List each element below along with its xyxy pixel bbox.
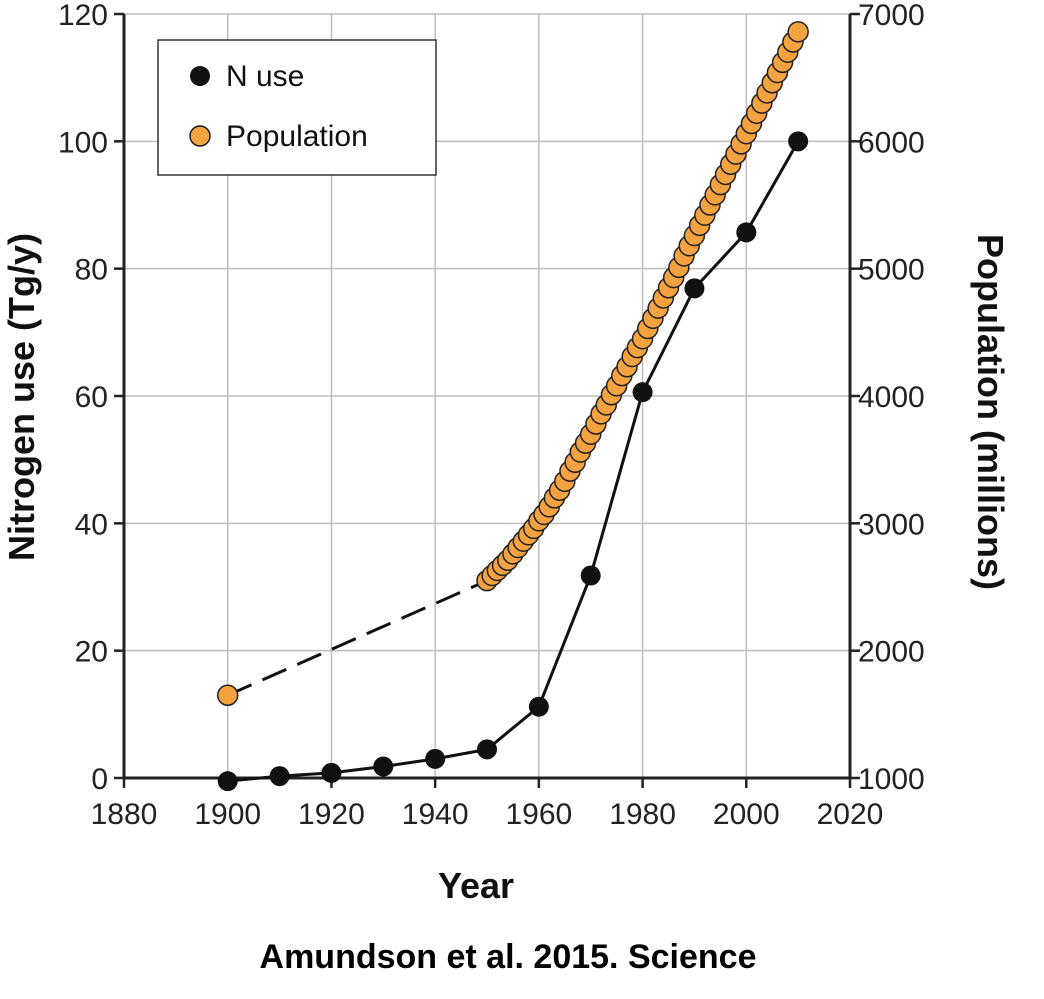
legend-label-n-use: N use: [226, 60, 304, 93]
point-population: [787, 21, 809, 43]
y-right-tick-label: 6000: [858, 126, 925, 159]
y-right-tick-label: 2000: [858, 636, 925, 669]
y-left-tick-label: 0: [91, 763, 108, 796]
y-left-axis-ticks: 0 20 40 60 80 100 120: [58, 0, 124, 796]
point-population: [216, 684, 239, 706]
point-n-use: [269, 766, 290, 787]
y-right-tick-label: 7000: [858, 0, 925, 32]
series-lines: [227, 140, 800, 783]
point-n-use: [580, 565, 601, 586]
point-n-use: [477, 739, 497, 760]
y-right-axis-ticks: 1000 2000 3000 4000 5000 6000 7000: [850, 0, 925, 796]
legend-marker-population: [189, 125, 211, 147]
point-n-use: [736, 222, 757, 243]
point-n-use: [321, 762, 342, 783]
x-tick-label: 1920: [298, 798, 365, 831]
x-tick-label: 2000: [713, 798, 780, 831]
point-n-use: [528, 696, 549, 717]
y-right-tick-label: 4000: [858, 381, 925, 414]
point-n-use: [373, 756, 394, 777]
point-n-use: [684, 278, 705, 299]
legend-marker-n-use: [190, 66, 210, 86]
x-tick-label: 1980: [609, 798, 676, 831]
legend: N use Population: [157, 39, 437, 176]
y-left-tick-label: 20: [75, 636, 108, 669]
x-tick-label: 1960: [505, 798, 572, 831]
caption: Amundson et al. 2015. Science: [260, 938, 757, 976]
y-left-tick-label: 60: [75, 381, 108, 414]
x-tick-label: 1940: [402, 798, 469, 831]
x-tick-label: 1880: [91, 798, 158, 831]
legend-label-population: Population: [226, 120, 368, 153]
point-n-use: [217, 771, 238, 792]
y-right-tick-label: 3000: [858, 508, 925, 541]
y-left-tick-label: 40: [75, 508, 108, 541]
series-line-population-dashed: [227, 579, 488, 697]
y-right-axis-title: Population (millions): [970, 234, 1011, 590]
y-left-tick-label: 100: [58, 126, 108, 159]
y-right-tick-label: 5000: [858, 254, 925, 287]
x-tick-label: 2020: [817, 798, 884, 831]
x-axis-ticks: 1880 1900 1920 1940 1960 1980 2000 2020: [91, 778, 884, 831]
legend-box: [157, 39, 437, 176]
y-left-axis-title: Nitrogen use (Tg/y): [1, 233, 42, 561]
point-n-use: [632, 382, 653, 403]
y-right-tick-label: 1000: [858, 763, 925, 796]
x-axis-title: Year: [438, 865, 514, 906]
y-left-tick-label: 120: [58, 0, 108, 32]
point-n-use: [425, 748, 446, 769]
point-n-use: [788, 131, 809, 152]
x-tick-label: 1900: [194, 798, 261, 831]
series-line-n-use: [227, 140, 800, 783]
series-points: [216, 21, 809, 792]
y-left-tick-label: 80: [75, 254, 108, 287]
